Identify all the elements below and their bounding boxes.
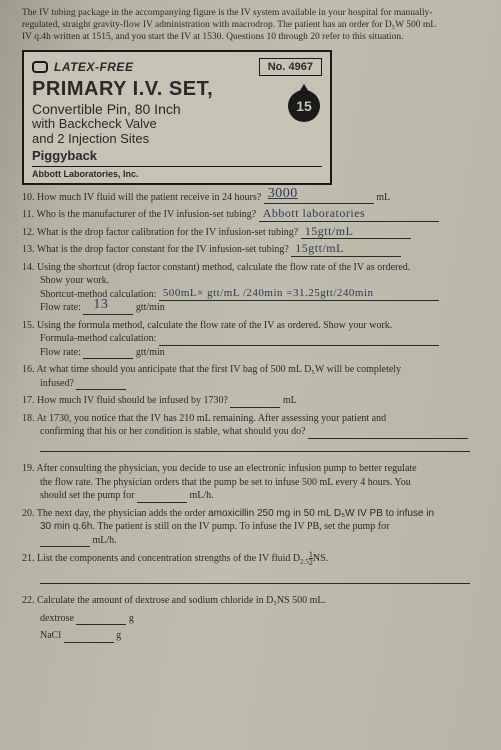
latex-free-text: LATEX-FREE	[54, 60, 133, 74]
q10-text: 10. How much IV fluid will the patient r…	[22, 192, 261, 203]
question-13: 13. What is the drop factor constant for…	[22, 243, 487, 257]
q12-answer: 15gtt/mL	[305, 223, 354, 239]
q20-text1: 20. The next day, the physician adds the…	[22, 508, 208, 519]
q21-blank	[40, 573, 470, 584]
piggyback-label: Piggyback	[32, 148, 322, 163]
intro-line1: The IV tubing package in the accompanyin…	[22, 8, 487, 20]
number-prefix: No.	[268, 61, 289, 73]
product-number: No. 4967	[259, 58, 322, 76]
q22-dextrose: dextrose	[40, 613, 74, 624]
question-21: 21. List the components and concentratio…	[22, 551, 487, 584]
q13-blank: 15gtt/mL	[291, 246, 401, 257]
q18-text1: 18. At 1730, you notice that the IV has …	[22, 412, 487, 426]
q15-flowrate-unit: gtt/min	[136, 347, 165, 358]
q15-text: 15. Using the formula method, calculate …	[22, 319, 487, 333]
q20-blank	[40, 536, 90, 547]
intro-line2: regulated, straight gravity-flow IV admi…	[22, 20, 487, 32]
q22-nacl-blank	[64, 632, 114, 643]
q14-shortcut-blank: 500mL× gtt/mL /240min =31.25gtt/240min	[159, 290, 439, 301]
q19-text2: the flow rate. The physician orders that…	[22, 476, 487, 490]
q21-ns: NS.	[313, 553, 328, 564]
q20-text3: The patient is still on the IV pump. To …	[95, 521, 389, 532]
q19-blank	[137, 492, 187, 503]
question-15: 15. Using the formula method, calculate …	[22, 319, 487, 360]
question-22: 22. Calculate the amount of dextrose and…	[22, 594, 487, 643]
q17-blank	[230, 397, 280, 408]
manufacturer: Abbott Laboratories, Inc.	[32, 166, 322, 179]
question-19: 19. After consulting the physician, you …	[22, 462, 487, 503]
question-12: 12. What is the drop factor calibration …	[22, 226, 487, 240]
q17-unit: mL	[283, 395, 297, 406]
question-20: 20. The next day, the physician adds the…	[22, 507, 487, 548]
q20-text2: 30 min q.6h.	[40, 521, 95, 532]
number-value: 4967	[289, 61, 313, 73]
q10-unit: mL	[376, 192, 390, 203]
q16-text1: 16. At what time should you anticipate t…	[22, 363, 487, 377]
q16-blank	[76, 379, 126, 390]
q22-nacl: NaCl	[40, 630, 61, 641]
q15-flowrate-label: Flow rate:	[40, 347, 81, 358]
q14-flowrate-answer: 13	[93, 296, 108, 315]
question-16: 16. At what time should you anticipate t…	[22, 363, 487, 390]
q15-formula-blank	[159, 335, 439, 346]
q10-blank: 3000	[264, 193, 374, 204]
q13-answer: 15gtt/mL	[295, 240, 344, 256]
q21-sub: 2.5	[300, 558, 309, 566]
q18-blank1	[308, 428, 468, 439]
drop-count: 15	[296, 98, 312, 114]
q10-answer: 3000	[268, 185, 298, 204]
q22-g1: g	[129, 613, 134, 624]
backcheck-line: with Backcheck Valve	[32, 117, 322, 132]
q22-g2: g	[116, 630, 121, 641]
q18-blank2	[40, 441, 470, 452]
intro-text: The IV tubing package in the accompanyin…	[22, 8, 487, 44]
q20-unit: mL/h.	[93, 535, 117, 546]
latex-free-label: LATEX-FREE	[32, 60, 133, 74]
question-18: 18. At 1730, you notice that the IV has …	[22, 412, 487, 453]
q21-text: 21. List the components and concentratio…	[22, 553, 300, 564]
q16-text2: infused?	[40, 378, 74, 389]
q14-flowrate-unit: gtt/min	[136, 302, 165, 313]
question-17: 17. How much IV fluid should be infused …	[22, 394, 487, 408]
q12-text: 12. What is the drop factor calibration …	[22, 227, 298, 238]
q17-text: 17. How much IV fluid should be infused …	[22, 395, 228, 406]
q14-flowrate-blank: 13	[83, 304, 133, 315]
q19-text1: 19. After consulting the physician, you …	[22, 462, 487, 476]
injection-line: and 2 Injection Sites	[32, 132, 322, 147]
q22-text: 22. Calculate the amount of dextrose and…	[22, 594, 487, 608]
q14-text: 14. Using the shortcut (drop factor cons…	[22, 261, 487, 275]
q13-text: 13. What is the drop factor constant for…	[22, 244, 289, 255]
q15-formula-label: Formula-method calculation:	[40, 333, 156, 344]
q20-order: amoxicillin 250 mg in 50 mL D₅W IV PB to…	[208, 508, 434, 519]
q22-dextrose-blank	[76, 614, 126, 625]
q15-flowrate-blank	[83, 348, 133, 359]
q12-blank: 15gtt/mL	[301, 228, 411, 239]
question-10: 10. How much IV fluid will the patient r…	[22, 191, 487, 205]
question-14: 14. Using the shortcut (drop factor cons…	[22, 261, 487, 315]
latex-icon	[32, 61, 48, 73]
iv-set-label: LATEX-FREE No. 4967 PRIMARY I.V. SET, Co…	[22, 50, 332, 185]
question-11: 11. Who is the manufacturer of the IV in…	[22, 208, 487, 222]
q19-text3: should set the pump for	[40, 490, 134, 501]
q11-answer: Abbott laboratories	[263, 205, 365, 221]
q11-blank: Abbott laboratories	[259, 211, 439, 222]
q14-shortcut-answer: 500mL× gtt/mL /240min =31.25gtt/240min	[163, 286, 374, 301]
q19-unit: mL/h.	[189, 490, 213, 501]
drop-badge: 15	[288, 90, 320, 122]
primary-title: PRIMARY I.V. SET,	[32, 78, 322, 101]
intro-line3: IV q.4h written at 1515, and you start t…	[22, 32, 487, 44]
q11-text: 11. Who is the manufacturer of the IV in…	[22, 209, 256, 220]
q14-flowrate-label: Flow rate:	[40, 302, 81, 313]
convertible-line: Convertible Pin, 80 Inch	[32, 101, 322, 117]
q18-text2: confirming that his or her condition is …	[40, 426, 306, 437]
